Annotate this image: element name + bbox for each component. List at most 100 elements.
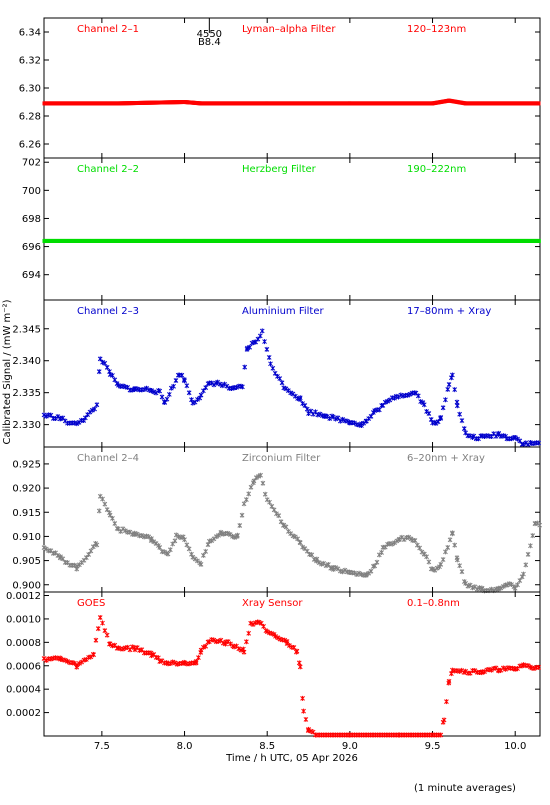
data-point	[375, 732, 380, 738]
data-point	[512, 585, 518, 591]
y-tick-label: 6.34	[19, 28, 41, 39]
data-point	[77, 660, 82, 666]
data-point	[43, 413, 49, 419]
data-point	[247, 344, 253, 350]
data-point	[304, 548, 310, 554]
data-point	[244, 497, 249, 503]
panel-frame	[43, 17, 541, 159]
data-point	[288, 390, 294, 396]
data-point	[422, 732, 428, 738]
data-point	[296, 660, 302, 666]
y-tick-label: 698	[22, 214, 41, 225]
data-point	[120, 646, 126, 652]
data-point	[454, 557, 460, 563]
data-point	[253, 475, 259, 481]
data-point	[389, 732, 394, 738]
data-point	[241, 649, 247, 655]
data-point	[104, 632, 110, 638]
data-point	[417, 545, 422, 551]
data-point	[166, 391, 172, 397]
data-point	[531, 665, 537, 671]
data-point	[139, 647, 145, 653]
band-label: 6–20nm + Xray	[407, 453, 485, 464]
data-point	[179, 372, 185, 378]
filter-label: Herzberg Filter	[242, 164, 317, 175]
data-point	[368, 413, 374, 419]
data-point	[445, 386, 451, 392]
annotation-line-1: 4550	[197, 29, 222, 40]
data-point	[536, 664, 542, 670]
data-point	[441, 717, 447, 723]
y-tick-label: 702	[22, 158, 41, 169]
data-point	[335, 732, 340, 738]
data-point	[41, 412, 47, 418]
y-tick-label: 694	[22, 270, 41, 281]
data-point	[272, 370, 278, 376]
data-point	[149, 653, 154, 659]
data-point	[67, 420, 73, 426]
data-point	[386, 732, 392, 738]
data-point	[459, 569, 465, 575]
data-point	[112, 642, 118, 648]
data-point	[239, 512, 245, 518]
data-point	[267, 499, 272, 505]
data-point	[452, 542, 458, 548]
data-point	[489, 667, 494, 673]
data-point	[435, 419, 441, 425]
data-point	[321, 732, 327, 738]
x-tick-label: 9.0	[342, 741, 358, 752]
data-point	[141, 386, 147, 392]
data-series	[42, 98, 541, 106]
data-point	[246, 491, 252, 497]
data-series	[42, 238, 541, 243]
data-point	[211, 382, 217, 388]
data-point	[372, 732, 378, 738]
y-tick-label: 2.345	[12, 324, 41, 335]
data-point	[467, 433, 473, 439]
data-point	[500, 665, 506, 671]
data-point	[389, 541, 395, 547]
data-point	[316, 560, 322, 566]
data-point	[184, 383, 190, 389]
data-point	[203, 548, 209, 554]
data-point	[149, 536, 154, 542]
data-point	[297, 395, 303, 401]
data-point	[122, 528, 128, 534]
data-point	[525, 551, 531, 557]
footnote: (1 minute averages)	[414, 783, 516, 794]
data-point	[176, 534, 181, 540]
data-point	[217, 381, 223, 387]
data-point	[380, 402, 386, 408]
data-point	[107, 512, 113, 518]
data-point	[83, 555, 89, 561]
data-point	[356, 570, 362, 576]
data-point	[411, 732, 416, 738]
y-tick-label: 696	[22, 242, 41, 253]
data-point	[408, 732, 414, 738]
data-point	[301, 708, 306, 714]
data-point	[65, 658, 70, 664]
data-point	[379, 550, 384, 556]
data-point	[97, 615, 103, 621]
x-tick-label: 8.0	[177, 741, 193, 752]
y-tick-label: 6.32	[19, 56, 41, 67]
data-point	[340, 569, 345, 575]
data-point	[440, 557, 446, 563]
data-point	[354, 732, 360, 738]
data-point	[430, 566, 435, 572]
data-point	[401, 537, 407, 543]
data-point	[504, 582, 510, 588]
data-point	[270, 365, 276, 371]
data-point	[459, 418, 465, 424]
data-point	[521, 571, 526, 577]
data-point	[445, 545, 451, 551]
data-point	[287, 642, 292, 648]
data-point	[274, 511, 279, 517]
data-point	[100, 620, 105, 626]
data-point	[97, 356, 103, 362]
data-point	[151, 389, 157, 395]
data-point	[262, 491, 268, 497]
data-point	[394, 538, 400, 544]
data-point	[173, 532, 179, 538]
data-point	[69, 562, 75, 568]
